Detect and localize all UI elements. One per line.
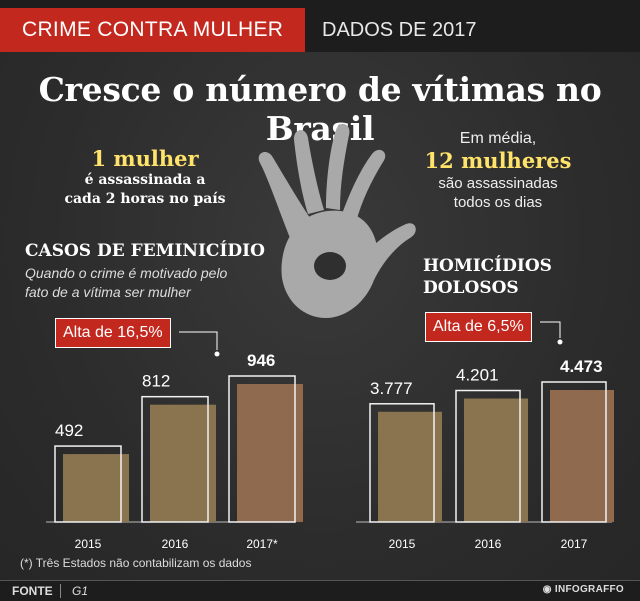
bar-fill-1-0	[378, 411, 442, 522]
credit-label: ◉ INFOGRAFFO	[542, 584, 624, 595]
value-label-0-1: 812	[142, 372, 170, 391]
stat-left-line2: cada 2 horas no país	[64, 191, 226, 207]
femicide-subtitle-line2: fato de a vítima ser mulher	[25, 284, 191, 300]
bar-fill-1-1	[464, 398, 528, 522]
bar-1-1	[455, 389, 521, 523]
category-tag: CRIME CONTRA MULHER	[0, 8, 305, 52]
bar-fill-0-0	[63, 454, 129, 522]
stat-right-line1: são assassinadas	[438, 175, 558, 192]
value-label-0-2: 946	[247, 351, 275, 370]
date-label: DADOS DE 2017	[322, 19, 477, 41]
stat-right-big: 12 mulheres	[424, 148, 572, 173]
bar-1-2	[541, 381, 607, 523]
femicide-subtitle: Quando o crime é motivado pelo fato de a…	[25, 264, 255, 302]
homicide-title: HOMICÍDIOS DOLOSOS	[423, 255, 552, 299]
bar-fill-0-1	[150, 404, 216, 522]
femicide-increase-badge: Alta de 16,5%	[55, 318, 171, 348]
footnote: (*) Três Estados não contabilizam os dad…	[20, 556, 252, 570]
category-label-0-1: 2016	[162, 537, 189, 551]
value-label-1-0: 3.777	[370, 379, 413, 398]
femicide-subtitle-line1: Quando o crime é motivado pelo	[25, 265, 228, 281]
bar-0-1	[141, 395, 209, 523]
bar-fill-0-2	[237, 384, 303, 522]
value-label-1-2: 4.473	[560, 357, 603, 376]
category-label-0-0: 2015	[75, 537, 102, 551]
value-label-1-1: 4.201	[456, 366, 499, 385]
homicide-title-line1: HOMICÍDIOS	[423, 256, 552, 276]
bar-0-2	[228, 375, 296, 523]
femicide-title: CASOS DE FEMINICÍDIO	[25, 241, 265, 261]
category-label-1-2: 2017	[561, 537, 588, 551]
stat-women-per-2h: 1 mulher é assassinada a cada 2 horas no…	[40, 146, 250, 209]
source-label: FONTE	[12, 584, 53, 598]
category-label-0-2: 2017*	[246, 537, 278, 551]
hand-icon	[258, 123, 416, 318]
bar-fill-1-2	[550, 390, 614, 522]
footer-divider	[60, 584, 61, 598]
homicide-title-line2: DOLOSOS	[423, 278, 519, 298]
bar-0-0	[54, 445, 122, 523]
stat-women-per-day: Em média, 12 mulheres são assassinadas t…	[398, 130, 598, 212]
stat-right-pre: Em média,	[459, 130, 537, 147]
credit-text: INFOGRAFFO	[554, 584, 624, 595]
stat-left-line1: é assassinada a	[84, 172, 206, 188]
top-bar: CRIME CONTRA MULHER DADOS DE 2017	[0, 0, 640, 52]
footer: FONTE G1 ◉ INFOGRAFFO	[0, 580, 640, 601]
source-name: G1	[72, 584, 89, 598]
headline: Cresce o número de vítimas no Brasil	[38, 70, 602, 148]
category-label-1-1: 2016	[475, 537, 502, 551]
bar-1-0	[369, 403, 435, 523]
value-label-0-0: 492	[55, 421, 83, 440]
category-label-1-0: 2015	[389, 537, 416, 551]
stat-right-line2: todos os dias	[453, 194, 543, 211]
homicide-increase-badge: Alta de 6,5%	[425, 312, 532, 342]
stat-left-big: 1 mulher	[91, 146, 199, 171]
